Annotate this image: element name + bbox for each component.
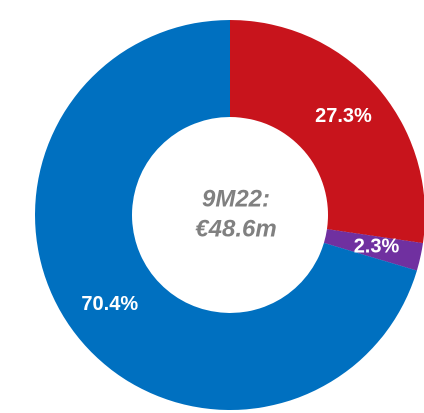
value-label: 70.4%	[81, 293, 138, 315]
value-label: 27.3%	[315, 105, 372, 127]
donut-segment	[230, 20, 424, 244]
value-label: 2.3%	[354, 236, 400, 258]
center-label: €48.6m	[195, 215, 276, 242]
center-label: 9M22:	[202, 185, 270, 212]
donut-segment	[323, 229, 423, 271]
donut-segment	[35, 20, 417, 410]
